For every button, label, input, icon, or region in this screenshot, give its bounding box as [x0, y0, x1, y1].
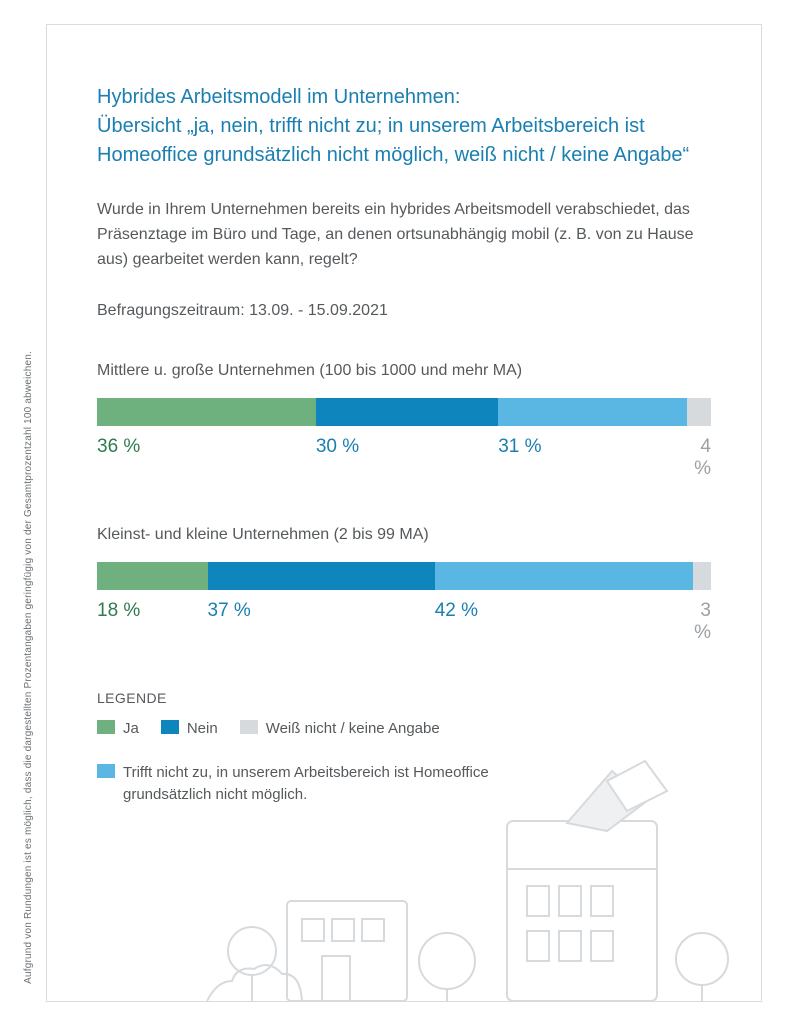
- legend-item-nein: Nein: [161, 718, 218, 740]
- survey-question: Wurde in Ihrem Unternehmen bereits ein h…: [97, 198, 711, 272]
- bar-value-wn: 3 %: [693, 600, 711, 644]
- legend-swatch-nein: [161, 720, 179, 734]
- bar-group-label: Kleinst- und kleine Unternehmen (2 bis 9…: [97, 526, 711, 544]
- bar-segment-wn: [693, 562, 711, 590]
- legend-swatch-trifft: [97, 764, 115, 778]
- bar-segment-nein: [208, 562, 435, 590]
- legend-item-wn: Weiß nicht / keine Angabe: [240, 718, 440, 740]
- legend-label-wn: Weiß nicht / keine Angabe: [266, 718, 440, 740]
- card-frame: Hybrides Arbeitsmodell im Unternehmen: Üb…: [46, 24, 762, 1002]
- title-line: Übersicht „ja, nein, trifft nicht zu; in…: [97, 115, 689, 166]
- legend: LEGENDE Ja Nein Weiß nicht / keine Angabe T…: [97, 690, 711, 805]
- bar-value-ja: 36 %: [97, 436, 316, 480]
- chart-title: Hybrides Arbeitsmodell im Unternehmen: Üb…: [97, 83, 711, 170]
- bar-value-labels: 18 %37 %42 %3 %: [97, 600, 711, 644]
- bar-value-trifft: 42 %: [435, 600, 693, 644]
- legend-label-ja: Ja: [123, 718, 139, 740]
- bar-segment-ja: [97, 398, 316, 426]
- bar-value-labels: 36 %30 %31 %4 %: [97, 436, 711, 480]
- rounding-footnote-text: Aufgrund von Rundungen ist es möglich, d…: [23, 351, 34, 984]
- bar-groups: Mittlere u. große Unternehmen (100 bis 1…: [97, 362, 711, 644]
- legend-label-trifft: Trifft nicht zu, in unserem Arbeitsberei…: [123, 762, 503, 806]
- bar-group-label: Mittlere u. große Unternehmen (100 bis 1…: [97, 362, 711, 380]
- bar-group: Kleinst- und kleine Unternehmen (2 bis 9…: [97, 526, 711, 644]
- legend-label-nein: Nein: [187, 718, 218, 740]
- bar-group: Mittlere u. große Unternehmen (100 bis 1…: [97, 362, 711, 480]
- legend-title: LEGENDE: [97, 690, 711, 706]
- bar-value-trifft: 31 %: [498, 436, 686, 480]
- bar-segment-wn: [687, 398, 711, 426]
- bar-segment-ja: [97, 562, 208, 590]
- content: Hybrides Arbeitsmodell im Unternehmen: Üb…: [47, 25, 761, 806]
- title-line: Hybrides Arbeitsmodell im Unternehmen:: [97, 86, 461, 108]
- bar-segment-trifft: [435, 562, 693, 590]
- bar-segment-trifft: [498, 398, 686, 426]
- legend-item-ja: Ja: [97, 718, 139, 740]
- legend-items: Ja Nein Weiß nicht / keine Angabe Trifft ni…: [97, 718, 527, 805]
- bar-value-nein: 30 %: [316, 436, 498, 480]
- stacked-bar: [97, 398, 711, 426]
- legend-swatch-wn: [240, 720, 258, 734]
- legend-swatch-ja: [97, 720, 115, 734]
- rounding-footnote: Aufgrund von Rundungen ist es möglich, d…: [16, 0, 40, 1024]
- stacked-bar: [97, 562, 711, 590]
- page: Aufgrund von Rundungen ist es möglich, d…: [0, 0, 789, 1024]
- bar-value-wn: 4 %: [687, 436, 711, 480]
- survey-period: Befragungszeitraum: 13.09. - 15.09.2021: [97, 302, 711, 320]
- legend-item-trifft: Trifft nicht zu, in unserem Arbeitsberei…: [97, 762, 527, 806]
- bar-value-ja: 18 %: [97, 600, 208, 644]
- bar-value-nein: 37 %: [208, 600, 435, 644]
- bar-segment-nein: [316, 398, 498, 426]
